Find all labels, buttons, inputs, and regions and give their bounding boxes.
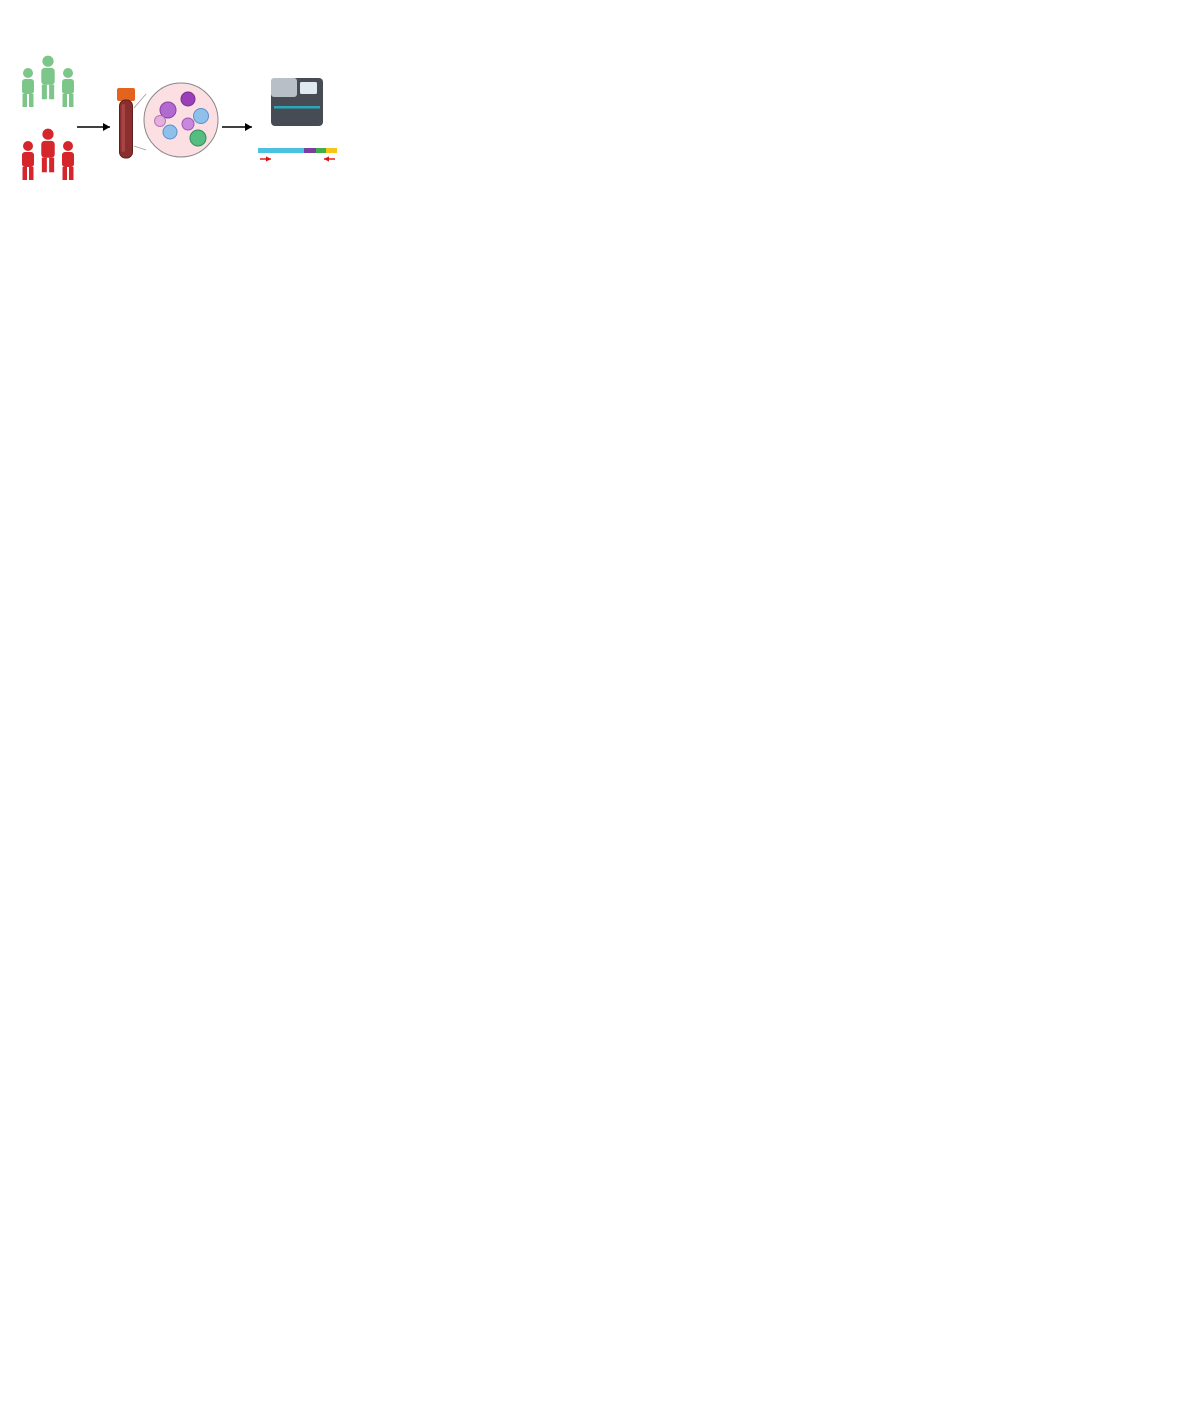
healthy-donor-icons [22, 55, 74, 107]
study-schematic [22, 55, 337, 180]
donut-covid-center-label [334, 362, 426, 454]
covid-patient-icons [22, 128, 74, 180]
arrow-1 [77, 123, 110, 131]
donut-chart-covid [288, 316, 472, 500]
donut-chart-hd [26, 316, 210, 500]
pbmc-circle-icon [143, 82, 219, 158]
vdjc-bar [258, 148, 337, 162]
blood-tube-icon [117, 88, 147, 159]
primer-arrows [260, 156, 335, 162]
donut-hd-center-label [72, 362, 164, 454]
sequencer-icon [271, 78, 323, 126]
arrow-2 [222, 123, 252, 131]
